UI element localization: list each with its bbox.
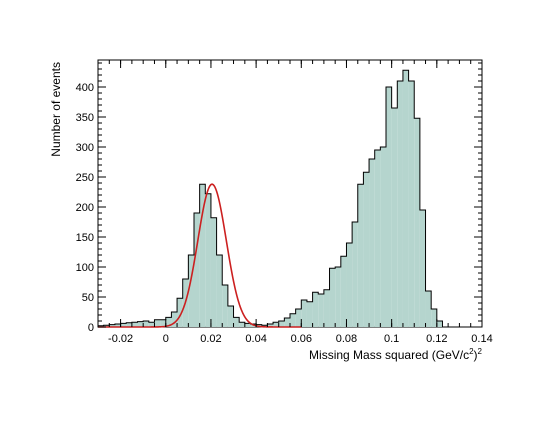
histogram-bar <box>284 318 290 327</box>
histogram-bar <box>109 324 115 327</box>
histogram-bar <box>346 243 353 327</box>
histogram-bar <box>369 159 375 327</box>
histogram-bar <box>154 319 161 327</box>
x-tick-label: 0.06 <box>291 333 312 345</box>
histogram-bar <box>143 321 149 327</box>
histogram-bar <box>419 210 426 327</box>
y-tick-label: 150 <box>76 232 94 244</box>
histogram-bar <box>425 291 432 327</box>
histogram-bar <box>329 268 336 327</box>
histogram-bar <box>126 322 132 327</box>
x-axis-label: Missing Mass squared (GeV/c2)2 <box>309 347 483 362</box>
y-tick-label: 100 <box>76 262 94 274</box>
histogram-bar <box>414 118 420 327</box>
histogram-bar <box>137 321 144 327</box>
y-tick-label: 300 <box>76 142 94 154</box>
histogram-bar <box>312 292 319 327</box>
x-tick-label: 0.12 <box>426 333 447 345</box>
histogram-bar <box>352 222 358 327</box>
axis-ticks <box>97 60 483 328</box>
histogram-bar <box>239 322 245 327</box>
histogram-bar <box>431 309 437 327</box>
x-tick-label: 0.08 <box>336 333 357 345</box>
histogram-bar <box>148 322 155 327</box>
x-tick-label: 0.04 <box>245 333 266 345</box>
x-tick-label: 0.14 <box>471 333 492 345</box>
histogram-bar <box>436 321 443 327</box>
histogram-bar <box>363 172 370 327</box>
y-tick-label: 400 <box>76 82 94 94</box>
histogram-bar <box>131 322 138 327</box>
x-tick-label: 0 <box>163 333 169 345</box>
histogram-bar <box>318 294 324 327</box>
y-tick-label: 250 <box>76 172 94 184</box>
histogram-bar <box>171 312 178 327</box>
histogram-bar <box>295 309 302 327</box>
histogram-bar <box>391 108 398 327</box>
histogram-bar <box>227 306 234 327</box>
histogram-bar <box>357 184 364 327</box>
histogram-bar <box>386 87 392 327</box>
y-tick-label: 0 <box>88 322 94 334</box>
histogram-bar <box>165 317 172 327</box>
y-tick-label: 350 <box>76 112 94 124</box>
histogram-bar <box>380 147 386 327</box>
histogram-bar <box>210 217 217 327</box>
histogram-bar <box>114 324 121 327</box>
histogram-bar <box>233 317 240 327</box>
histogram-bar <box>120 323 127 327</box>
histogram-bar <box>267 324 274 327</box>
histogram-bar <box>244 323 251 327</box>
histogram-bar <box>205 193 211 327</box>
histogram-bar <box>374 150 381 327</box>
y-axis-label: Number of events <box>49 62 63 157</box>
histogram-bar <box>103 325 110 327</box>
histogram-bars <box>97 69 443 327</box>
x-tick-label: -0.02 <box>108 333 133 345</box>
histogram-bar <box>199 184 206 327</box>
histogram-bar <box>306 301 313 327</box>
histogram-bar <box>160 319 166 327</box>
histogram-bar <box>278 321 285 327</box>
x-tick-label: 0.02 <box>200 333 221 345</box>
histogram-bar <box>323 289 330 327</box>
tick-labels: -0.02 0 0.02 0.04 0.06 0.08 0.1 0.12 0.14 0 50 100 1… <box>76 82 493 345</box>
y-tick-label: 200 <box>76 202 94 214</box>
x-tick-label: 0.1 <box>384 333 399 345</box>
histogram-bar <box>408 81 415 327</box>
histogram-bar <box>222 285 228 327</box>
histogram-bar <box>188 255 194 327</box>
histogram-bar <box>335 267 341 327</box>
histogram-bar <box>273 322 279 327</box>
histogram-bar <box>402 70 409 327</box>
histogram-bar <box>177 298 183 327</box>
y-tick-label: 50 <box>82 292 94 304</box>
histogram-bar <box>194 213 200 327</box>
histogram-outline <box>97 69 443 327</box>
histogram-bar <box>340 256 347 327</box>
histogram-bar <box>397 81 403 327</box>
histogram-bar <box>216 255 223 327</box>
histogram-bar <box>301 300 307 327</box>
histogram-bar <box>290 313 296 327</box>
